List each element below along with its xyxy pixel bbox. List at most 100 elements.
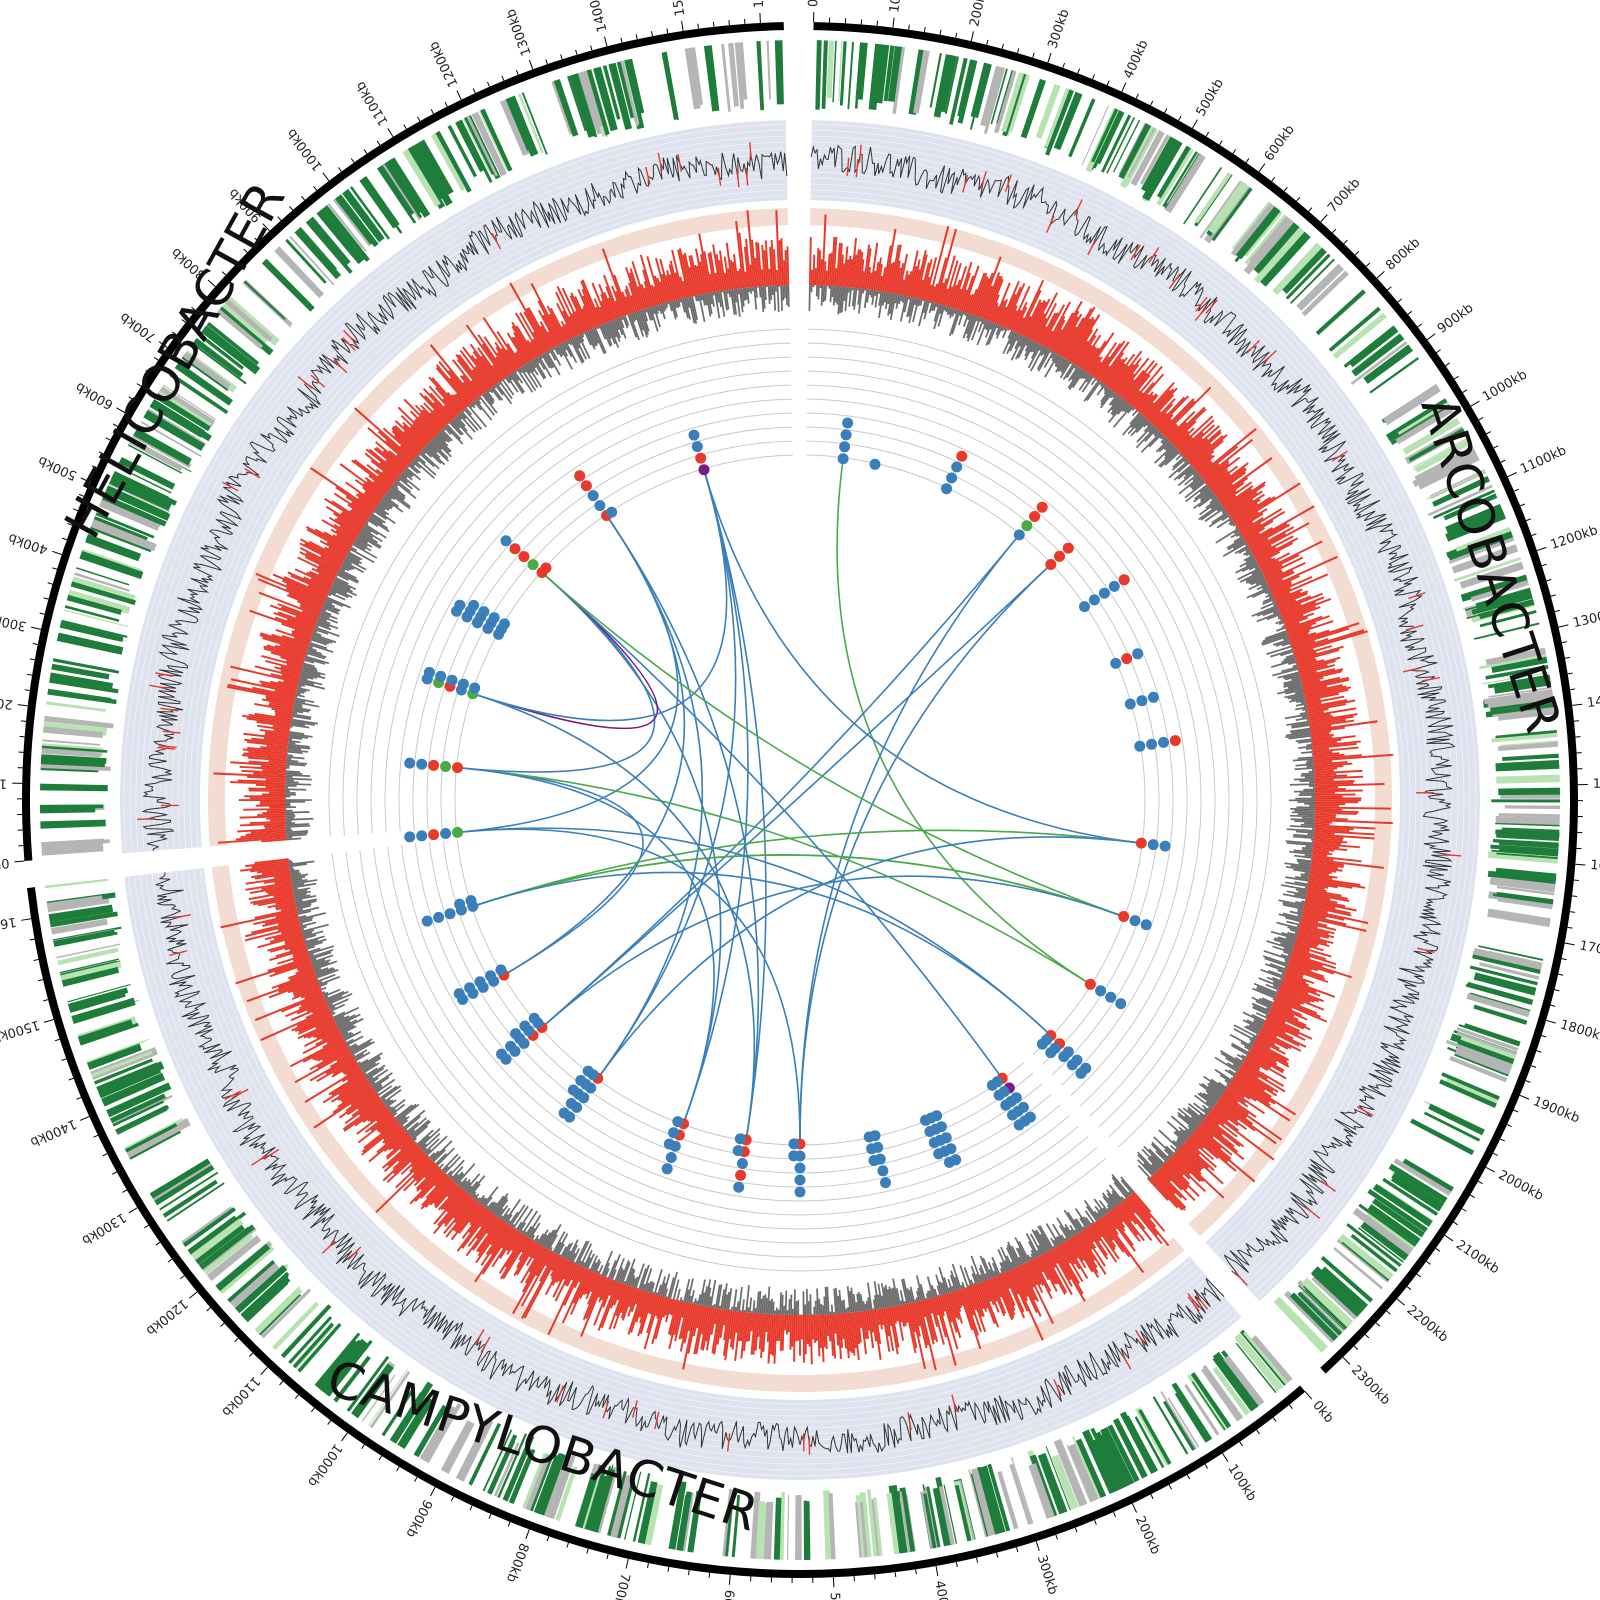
hist-bar xyxy=(434,1173,447,1187)
feature-bar xyxy=(109,1093,166,1123)
feature-bar xyxy=(229,1262,280,1308)
hist-bar xyxy=(1256,1036,1280,1050)
hist-bar-gray xyxy=(320,986,327,991)
feature-bar xyxy=(154,1165,215,1206)
hist-bar-gray xyxy=(696,295,700,302)
hist-bar-gray xyxy=(400,1119,408,1127)
hist-bar xyxy=(1298,664,1328,674)
hist-bar xyxy=(1021,1264,1035,1288)
hist-bar-gray xyxy=(297,685,302,688)
hist-bar-gray xyxy=(328,998,349,1009)
hist-bar xyxy=(304,990,323,1000)
feature-bar xyxy=(1367,1188,1428,1233)
hist-bar-gray xyxy=(1292,758,1314,762)
hist-bar-gray xyxy=(445,1173,448,1175)
hist-bar-gray xyxy=(948,307,953,316)
hist-bar-gray xyxy=(454,417,468,432)
hist-bar xyxy=(1043,330,1054,347)
tick-mark xyxy=(155,1241,161,1246)
hist-bar xyxy=(302,1039,345,1063)
hist-bar-gray xyxy=(381,1098,386,1102)
hist-bar-gray xyxy=(1304,776,1315,779)
hist-bar-gray xyxy=(1198,502,1222,521)
hist-bar xyxy=(291,987,321,1000)
hist-bar-gray xyxy=(975,1273,981,1284)
hist-bar xyxy=(1208,465,1239,489)
hist-bar xyxy=(1177,1149,1202,1172)
hist-bar-gray xyxy=(672,1279,680,1300)
hist-bar-gray xyxy=(462,409,465,413)
hist-bar-gray xyxy=(1178,475,1202,495)
gc-line-peak xyxy=(1187,1296,1200,1312)
feature-bar xyxy=(731,1494,741,1558)
hist-bar xyxy=(1184,1141,1201,1156)
hist-bar-gray xyxy=(426,444,441,459)
hist-bar-gray xyxy=(615,318,624,336)
hist-bar-gray xyxy=(1301,750,1313,754)
hist-bar xyxy=(571,1264,580,1281)
hist-bar xyxy=(1231,502,1259,521)
tick-mark xyxy=(1550,1004,1556,1007)
hist-bar xyxy=(264,733,289,739)
hist-bar xyxy=(383,1124,402,1141)
hist-bar xyxy=(955,261,973,310)
hist-bar xyxy=(1270,1007,1299,1021)
hist-bar xyxy=(1314,775,1364,780)
hist-bar-gray xyxy=(308,645,313,649)
feature-bar xyxy=(926,1486,941,1548)
hist-bar-gray xyxy=(288,738,293,741)
hist-bar xyxy=(1130,1193,1152,1219)
hist-bar xyxy=(905,271,913,297)
hist-bar-gray xyxy=(1266,613,1281,621)
link-arc xyxy=(799,537,1018,1141)
guide-ring xyxy=(806,440,1160,1066)
hist-bar-gray xyxy=(1024,339,1033,352)
hist-bar xyxy=(345,1066,360,1076)
hist-bar xyxy=(1286,966,1329,983)
hist-bar xyxy=(483,336,511,375)
tick-label: 1100kb xyxy=(218,1373,262,1419)
hist-bar xyxy=(611,285,625,317)
hist-bar xyxy=(693,1305,705,1355)
hist-bar-gray xyxy=(301,669,321,677)
hist-bar-gray xyxy=(925,1297,928,1300)
tick-mark xyxy=(38,979,44,982)
hist-bar-gray xyxy=(1006,1244,1019,1268)
hist-bar-gray xyxy=(774,285,777,292)
tick-mark xyxy=(1506,1124,1512,1128)
hist-bar-gray xyxy=(1310,838,1314,841)
dot-marker xyxy=(672,1116,684,1128)
hist-bar xyxy=(909,1302,927,1370)
hist-bar xyxy=(1286,621,1317,634)
dot-marker xyxy=(794,1186,806,1198)
hist-bar-gray xyxy=(1300,873,1310,877)
hist-bar xyxy=(1290,955,1323,967)
hist-bar xyxy=(245,860,289,868)
hist-bar-gray xyxy=(538,1229,549,1245)
hist-bar xyxy=(278,976,317,993)
hist-bar-gray xyxy=(286,761,307,765)
hist-bar-gray xyxy=(1304,872,1310,875)
hist-bar-gray xyxy=(1232,540,1246,550)
hist-bar-gray xyxy=(601,1250,614,1276)
hist-bar xyxy=(821,214,827,286)
hist-bar xyxy=(1314,773,1337,777)
hist-bar-gray xyxy=(527,1227,536,1239)
hist-bar-gray xyxy=(1298,745,1313,749)
hist-bar xyxy=(707,253,716,293)
hist-bar xyxy=(882,245,892,292)
feature-bar xyxy=(855,1495,866,1558)
hist-bar xyxy=(1064,1240,1089,1279)
hist-bar-gray xyxy=(828,285,831,289)
hist-bar-gray xyxy=(711,1305,714,1308)
hist-bar-gray xyxy=(1198,494,1216,508)
hist-bar xyxy=(290,1003,328,1022)
hist-bar-gray xyxy=(1069,1224,1077,1236)
hist-bar xyxy=(688,266,697,296)
hist-bar xyxy=(1072,340,1089,365)
hist-bar xyxy=(654,257,669,303)
hist-bar xyxy=(1153,1173,1187,1209)
hist-bar xyxy=(804,1314,807,1355)
hist-bar xyxy=(863,1310,870,1339)
hist-bar-gray xyxy=(1102,1195,1114,1210)
